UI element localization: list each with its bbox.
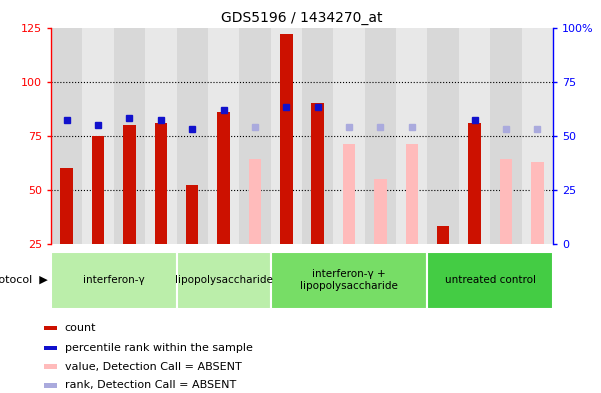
Bar	[365, 252, 396, 309]
Bar	[406, 144, 418, 244]
Bar	[177, 252, 208, 309]
Bar	[177, 28, 208, 244]
Bar	[302, 252, 334, 309]
Bar	[186, 185, 198, 244]
Bar	[374, 179, 386, 244]
Text: untreated control: untreated control	[445, 275, 535, 285]
Bar	[249, 159, 261, 244]
Bar	[365, 28, 396, 244]
Bar	[396, 28, 427, 244]
Text: value, Detection Call = ABSENT: value, Detection Call = ABSENT	[65, 362, 242, 372]
Bar	[437, 226, 450, 244]
Bar	[44, 346, 57, 350]
Bar	[51, 28, 82, 244]
Bar	[343, 144, 355, 244]
Bar	[396, 252, 427, 309]
Bar	[427, 252, 459, 309]
Bar	[114, 28, 145, 244]
Bar	[44, 364, 57, 369]
Bar	[499, 159, 512, 244]
Bar	[239, 28, 270, 244]
Bar	[114, 252, 145, 309]
Bar	[208, 28, 239, 244]
Text: count: count	[65, 323, 96, 333]
Bar	[44, 383, 57, 387]
Bar	[51, 252, 177, 309]
Bar	[531, 162, 543, 244]
Bar	[208, 252, 239, 309]
Text: interferon-γ +
lipopolysaccharide: interferon-γ + lipopolysaccharide	[300, 269, 398, 291]
Bar	[270, 252, 302, 309]
Bar	[145, 252, 177, 309]
Bar	[51, 252, 82, 309]
Bar	[280, 34, 293, 244]
Bar	[334, 252, 365, 309]
Bar	[427, 28, 459, 244]
Bar	[44, 325, 57, 330]
Bar	[218, 112, 230, 244]
Bar	[459, 252, 490, 309]
Bar	[302, 28, 334, 244]
Text: interferon-γ: interferon-γ	[83, 275, 145, 285]
Bar	[522, 28, 553, 244]
Bar	[82, 28, 114, 244]
Bar	[334, 28, 365, 244]
Bar	[177, 252, 270, 309]
Bar	[459, 28, 490, 244]
Bar	[123, 125, 136, 244]
Bar	[490, 252, 522, 309]
Bar	[145, 28, 177, 244]
Text: percentile rank within the sample: percentile rank within the sample	[65, 343, 252, 353]
Bar	[270, 252, 427, 309]
Text: lipopolysaccharide: lipopolysaccharide	[175, 275, 272, 285]
Text: protocol  ▶: protocol ▶	[0, 275, 48, 285]
Bar	[522, 252, 553, 309]
Text: rank, Detection Call = ABSENT: rank, Detection Call = ABSENT	[65, 380, 236, 390]
Bar	[154, 123, 167, 244]
Title: GDS5196 / 1434270_at: GDS5196 / 1434270_at	[221, 11, 383, 25]
Bar	[92, 136, 105, 244]
Bar	[82, 252, 114, 309]
Bar	[311, 103, 324, 244]
Bar	[427, 252, 553, 309]
Bar	[61, 168, 73, 244]
Bar	[270, 28, 302, 244]
Bar	[468, 123, 481, 244]
Bar	[239, 252, 270, 309]
Bar	[490, 28, 522, 244]
